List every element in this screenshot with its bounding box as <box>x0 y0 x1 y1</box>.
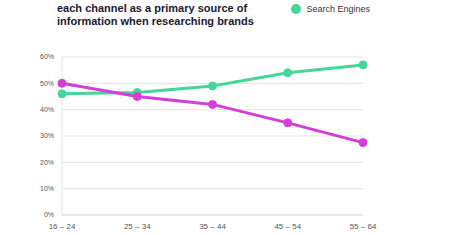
svg-text:20%: 20% <box>40 159 54 166</box>
svg-text:25 – 34: 25 – 34 <box>124 222 151 231</box>
svg-text:45 – 54: 45 – 54 <box>274 222 301 231</box>
svg-text:0%: 0% <box>44 211 54 218</box>
svg-text:10%: 10% <box>40 185 54 192</box>
svg-text:30%: 30% <box>40 132 54 139</box>
svg-text:50%: 50% <box>40 80 54 87</box>
svg-text:35 – 44: 35 – 44 <box>199 222 226 231</box>
svg-text:16 – 24: 16 – 24 <box>49 222 76 231</box>
html-text:Search Engines: Search Engines <box>306 4 370 14</box>
svg-text:60%: 60% <box>40 53 54 60</box>
html-text:each channel as a primary sour: each channel as a primary source of info… <box>57 2 254 27</box>
svg-text:55 – 64: 55 – 64 <box>350 222 377 231</box>
svg-text:40%: 40% <box>40 106 54 113</box>
